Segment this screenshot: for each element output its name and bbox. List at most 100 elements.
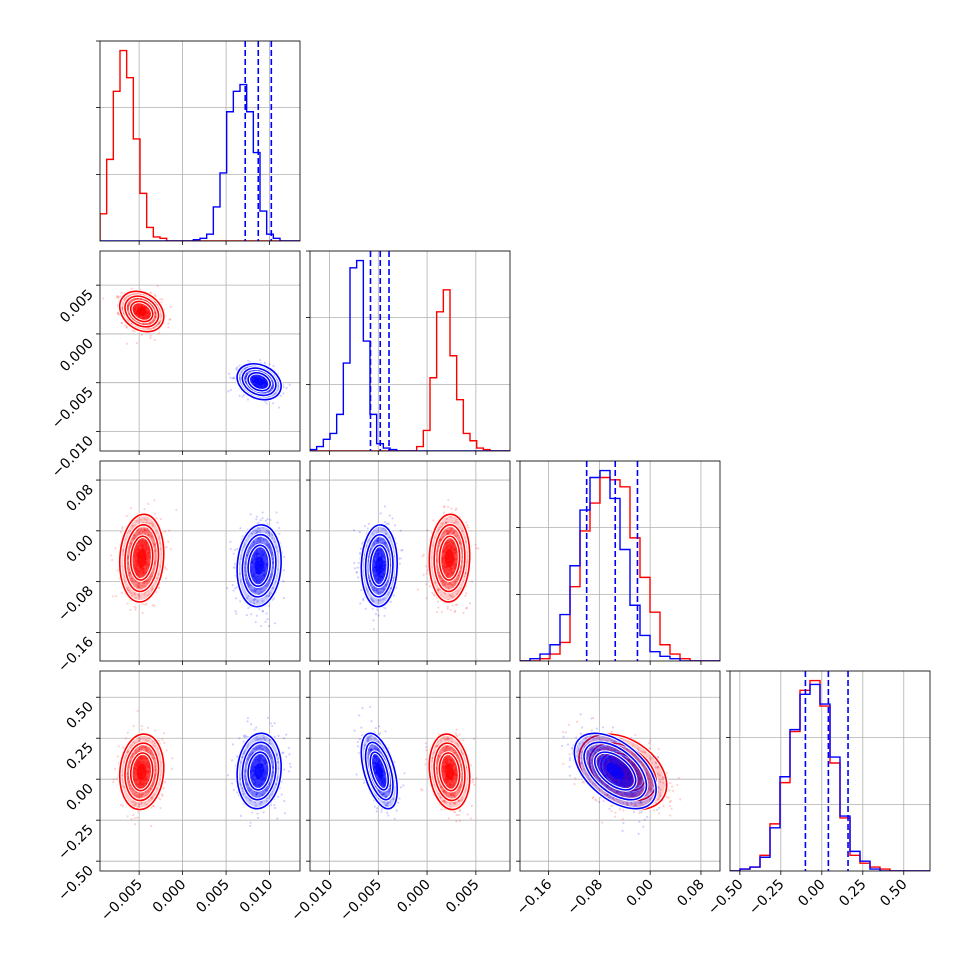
red-sample-point bbox=[146, 315, 150, 318]
blue-sample-point bbox=[252, 530, 255, 533]
x-tick-label: 0.25 bbox=[836, 877, 869, 910]
red-sample-point bbox=[136, 303, 139, 306]
red-sample-point bbox=[435, 610, 439, 614]
red-sample-point bbox=[131, 537, 134, 540]
red-sample-point bbox=[116, 312, 119, 315]
blue-sample-point bbox=[235, 612, 238, 615]
blue-sample-point bbox=[256, 600, 259, 603]
red-sample-point bbox=[168, 318, 171, 321]
red-histogram-1 bbox=[100, 49, 300, 241]
blue-sample-point bbox=[391, 517, 394, 520]
blue-sample-point bbox=[247, 359, 250, 362]
red-sample-point bbox=[133, 548, 136, 551]
blue-sample-point bbox=[267, 583, 270, 586]
blue-sample-point bbox=[265, 544, 269, 547]
red-sample-point bbox=[133, 556, 137, 559]
red-sample-point bbox=[127, 568, 130, 572]
red-sample-point bbox=[449, 567, 453, 570]
red-contour bbox=[118, 513, 165, 603]
red-density-fill bbox=[136, 307, 147, 316]
red-sample-point bbox=[147, 562, 150, 566]
red-sample-point bbox=[142, 317, 145, 320]
red-sample-point bbox=[137, 575, 140, 578]
red-sample-point bbox=[464, 572, 467, 575]
red-sample-point bbox=[144, 570, 148, 574]
red-sample-point bbox=[137, 546, 140, 549]
blue-sample-point bbox=[234, 597, 237, 600]
blue-sample-point bbox=[268, 578, 271, 581]
blue-sample-point bbox=[250, 561, 254, 564]
blue-sample-point bbox=[236, 366, 239, 369]
blue-sample-point bbox=[244, 375, 247, 378]
red-sample-point bbox=[134, 565, 137, 568]
blue-sample-point bbox=[264, 382, 267, 385]
blue-sample-point bbox=[272, 561, 275, 565]
red-sample-point bbox=[147, 533, 150, 537]
red-sample-point bbox=[439, 538, 442, 541]
blue-sample-point bbox=[256, 385, 259, 388]
red-sample-point bbox=[134, 570, 138, 573]
blue-sample-point bbox=[251, 575, 255, 578]
scatter-panel-3-1: −0.16−0.080.000.08 bbox=[55, 460, 301, 676]
blue-sample-point bbox=[247, 582, 250, 586]
red-sample-point bbox=[127, 567, 130, 570]
blue-sample-point bbox=[238, 394, 241, 397]
red-sample-point bbox=[133, 305, 137, 308]
red-sample-point bbox=[134, 579, 137, 583]
blue-sample-point bbox=[272, 364, 275, 367]
red-sample-point bbox=[453, 547, 456, 551]
blue-sample-point bbox=[255, 554, 258, 557]
blue-sample-point bbox=[259, 549, 262, 552]
red-sample-point bbox=[454, 508, 457, 511]
red-sample-point bbox=[445, 517, 448, 521]
red-sample-point bbox=[141, 574, 145, 577]
blue-sample-point bbox=[259, 624, 263, 628]
red-sample-point bbox=[127, 586, 130, 589]
blue-sample-point bbox=[259, 553, 262, 556]
red-sample-point bbox=[449, 544, 452, 547]
blue-sample-point bbox=[252, 379, 255, 383]
red-sample-point bbox=[138, 315, 141, 318]
red-sample-point bbox=[141, 530, 145, 533]
blue-sample-point bbox=[257, 579, 260, 583]
red-sample-point bbox=[147, 533, 150, 536]
red-sample-point bbox=[147, 545, 150, 548]
red-sample-point bbox=[150, 535, 153, 539]
red-sample-point bbox=[153, 543, 156, 546]
red-sample-point bbox=[126, 308, 129, 311]
red-sample-point bbox=[458, 572, 461, 575]
red-sample-point bbox=[154, 311, 157, 314]
red-sample-point bbox=[154, 560, 157, 563]
blue-sample-point bbox=[253, 598, 256, 601]
blue-sample-point bbox=[264, 379, 267, 382]
red-sample-point bbox=[436, 547, 439, 550]
red-sample-point bbox=[145, 542, 148, 545]
red-sample-point bbox=[447, 530, 450, 533]
red-sample-point bbox=[146, 310, 150, 313]
red-sample-point bbox=[139, 532, 142, 535]
y-tick-label: 0.00 bbox=[63, 532, 96, 565]
red-sample-point bbox=[144, 323, 147, 326]
red-sample-point bbox=[136, 548, 139, 551]
blue-sample-point bbox=[261, 599, 264, 603]
red-sample-point bbox=[146, 528, 149, 531]
blue-sample-point bbox=[245, 372, 249, 375]
blue-sample-point bbox=[254, 590, 257, 593]
blue-sample-point bbox=[264, 563, 267, 566]
red-sample-point bbox=[148, 553, 151, 556]
blue-sample-point bbox=[265, 531, 268, 534]
red-sample-point bbox=[148, 312, 151, 315]
blue-sample-point bbox=[263, 563, 267, 566]
red-sample-point bbox=[449, 540, 453, 543]
blue-sample-point bbox=[258, 582, 261, 585]
red-sample-point bbox=[470, 580, 474, 583]
red-sample-point bbox=[147, 563, 150, 567]
blue-sample-point bbox=[261, 610, 264, 613]
blue-sample-point bbox=[264, 383, 267, 386]
blue-sample-point bbox=[257, 386, 260, 389]
blue-sample-point bbox=[249, 567, 253, 570]
red-sample-point bbox=[146, 313, 149, 316]
blue-sample-point bbox=[259, 386, 262, 389]
red-sample-point bbox=[146, 315, 149, 318]
blue-sample-point bbox=[256, 540, 259, 543]
